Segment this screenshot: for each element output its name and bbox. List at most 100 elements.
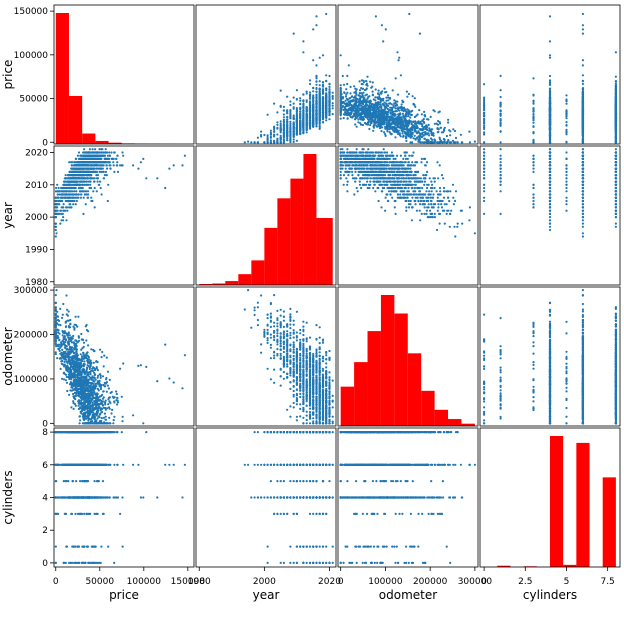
scatter-point [366, 75, 369, 78]
scatter-point [565, 94, 568, 97]
scatter-point [286, 130, 289, 133]
scatter-point [289, 122, 292, 125]
scatter-point [614, 80, 618, 83]
scatter-point [299, 110, 302, 113]
scatter-point [339, 54, 342, 57]
scatter-point [292, 135, 295, 139]
scatter-point [308, 112, 312, 116]
scatter-point [279, 105, 282, 108]
scatter-point [377, 101, 380, 104]
scatter-point [409, 110, 412, 113]
scatter-point [359, 114, 362, 117]
scatter-point [395, 117, 399, 120]
scatter-point [83, 190, 87, 193]
scatter-point [289, 117, 292, 120]
scatter-point [414, 130, 417, 133]
scatter-point [331, 94, 334, 98]
histogram-bar [55, 13, 69, 144]
scatter-point [391, 116, 394, 119]
scatter-point [282, 141, 285, 144]
scatter-point [350, 95, 353, 98]
scatter-point [112, 164, 115, 167]
scatter-point [282, 116, 285, 119]
scatter-point [548, 96, 552, 99]
scatter-point [410, 113, 413, 116]
scatter-point [83, 148, 86, 151]
scatter-point [427, 123, 430, 126]
scatter-point [305, 92, 308, 95]
scatter-point [95, 190, 98, 193]
scatter-point [295, 89, 298, 92]
scatter-point [279, 138, 282, 141]
scatter-point [548, 115, 552, 118]
scatter-point [360, 79, 363, 82]
scatter-point [443, 129, 446, 132]
scatter-point [312, 101, 315, 104]
scatter-point [581, 96, 585, 99]
scatter-point [360, 96, 363, 99]
scatter-point [532, 132, 535, 135]
scatter-point [416, 132, 419, 135]
scatter-point [387, 119, 391, 122]
scatter-point [414, 138, 417, 141]
scatter-point [483, 104, 486, 107]
scatter-point [402, 120, 405, 123]
scatter-point [116, 154, 119, 157]
scatter-point [388, 102, 391, 105]
scatter-point [302, 103, 305, 106]
scatter-point [96, 174, 100, 177]
scatter-point [581, 133, 585, 137]
scatter-point [367, 112, 370, 116]
scatter-points [54, 148, 186, 238]
scatter-point [302, 40, 305, 43]
scatter-point [581, 103, 585, 106]
scatter-point [315, 119, 318, 122]
scatter-point [339, 117, 342, 120]
scatter-point [367, 121, 370, 124]
scatter-point [414, 126, 417, 129]
scatter-point [421, 125, 424, 128]
scatter-point [315, 96, 318, 99]
scatter-point [435, 141, 439, 144]
scatter-point [354, 87, 357, 90]
scatter-point [302, 122, 305, 125]
scatter-point [387, 96, 390, 99]
scatter-point [453, 129, 457, 133]
scatter-point [342, 117, 345, 120]
scatter-point [499, 95, 502, 99]
scatter-point [344, 99, 347, 102]
scatter-point [400, 103, 403, 106]
scatter-point [308, 119, 312, 122]
scatter-point [380, 92, 383, 95]
scatter-point [312, 109, 315, 112]
scatter-point [447, 118, 450, 121]
scatter-point [289, 120, 292, 123]
scatter-point [321, 81, 325, 84]
scatter-point [289, 131, 292, 134]
scatter-point [413, 103, 416, 107]
scatter-point [352, 104, 355, 107]
scatter-point [318, 106, 321, 109]
scatter-point [375, 124, 378, 127]
scatter-point [532, 113, 535, 116]
scatter-point [380, 111, 383, 114]
scatter-point [366, 97, 369, 100]
scatter-point [367, 104, 370, 108]
scatter-point [56, 193, 59, 196]
scatter-point [425, 138, 429, 141]
scatter-point [142, 157, 145, 160]
scatter-point [305, 116, 308, 119]
scatter-point [392, 104, 395, 107]
scatter-point [548, 82, 552, 86]
scatter-point [341, 100, 344, 104]
scatter-point [328, 113, 331, 116]
scatter-point [581, 100, 585, 103]
scatter-point [565, 102, 568, 105]
scatter-point [499, 141, 502, 144]
scatter-point [315, 24, 318, 27]
scatter-point [349, 115, 352, 119]
scatter-point [614, 113, 618, 116]
scatter-point [438, 110, 441, 113]
scatter-point [302, 93, 305, 96]
scatter-point [581, 28, 585, 31]
